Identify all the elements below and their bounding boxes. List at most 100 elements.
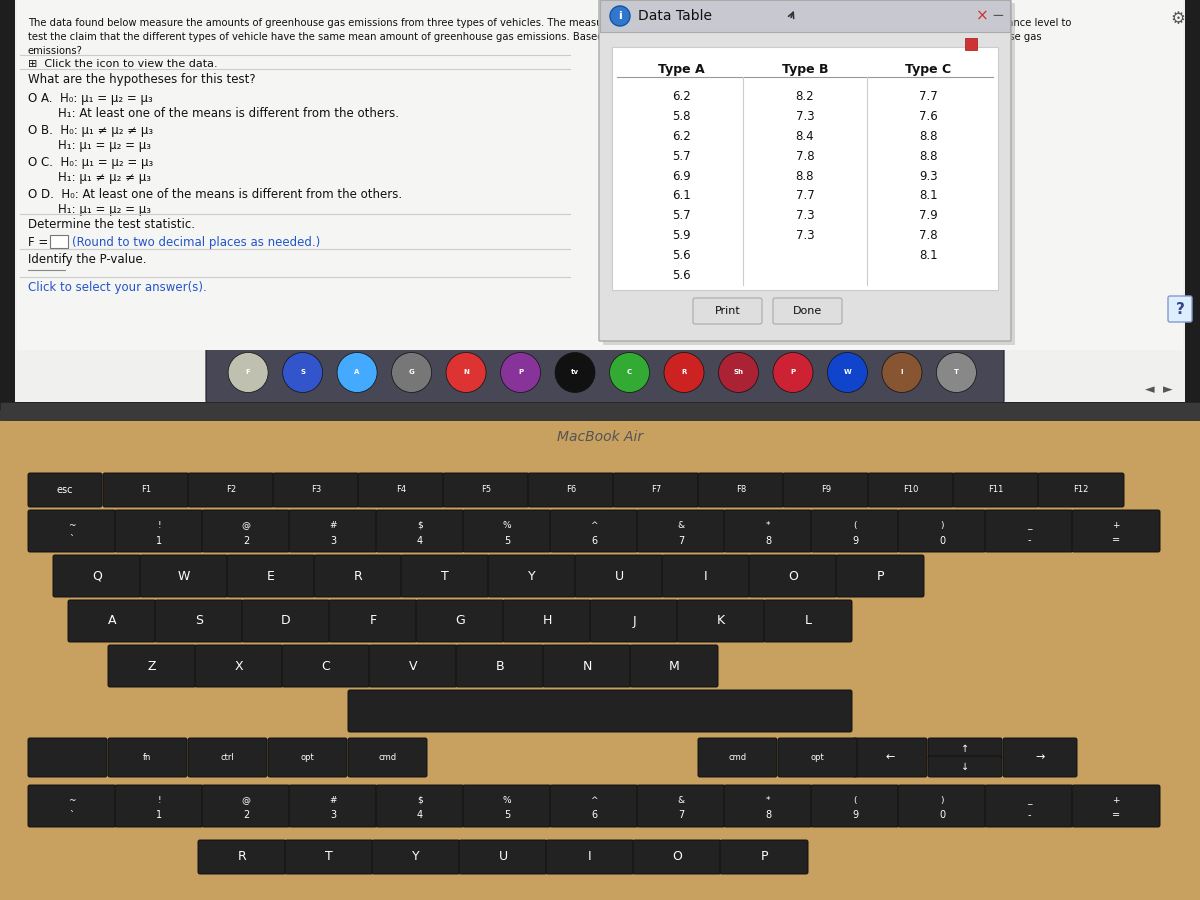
Text: $: $ [418,521,422,530]
Text: 4: 4 [416,536,424,545]
Text: &: & [678,796,684,805]
Text: =: = [1112,536,1120,545]
FancyBboxPatch shape [634,840,721,874]
Text: T: T [954,370,959,375]
Circle shape [556,353,595,392]
FancyBboxPatch shape [575,555,662,597]
Text: P: P [761,850,768,863]
Circle shape [500,353,540,392]
Text: ↓: ↓ [961,761,970,771]
FancyBboxPatch shape [604,3,1015,345]
FancyBboxPatch shape [443,473,529,507]
FancyBboxPatch shape [630,645,718,687]
Text: cmd: cmd [378,753,396,762]
FancyBboxPatch shape [853,738,928,777]
FancyBboxPatch shape [724,510,812,552]
FancyBboxPatch shape [928,738,1002,759]
Text: H: H [542,615,552,627]
FancyBboxPatch shape [811,510,899,552]
Circle shape [228,353,268,392]
Text: Z: Z [148,660,156,672]
FancyBboxPatch shape [53,555,142,597]
FancyBboxPatch shape [28,510,116,552]
Text: 5: 5 [504,811,510,821]
FancyBboxPatch shape [140,555,228,597]
FancyBboxPatch shape [550,785,638,827]
Text: S: S [194,615,203,627]
Text: 7.3: 7.3 [796,110,815,123]
Text: $: $ [418,796,422,805]
Text: F1: F1 [140,485,151,494]
FancyBboxPatch shape [456,645,544,687]
FancyBboxPatch shape [28,473,102,507]
Text: Type C: Type C [906,62,952,76]
Text: !: ! [157,796,161,805]
Text: J: J [632,615,636,627]
Text: *: * [766,796,770,805]
Text: 9.3: 9.3 [919,169,938,183]
Text: A: A [354,370,360,375]
Circle shape [664,353,704,392]
FancyBboxPatch shape [289,785,377,827]
Text: Identify the P-value.: Identify the P-value. [28,253,146,266]
Text: ◄: ◄ [1145,383,1154,397]
Text: Type B: Type B [781,62,828,76]
Text: −: − [991,8,1004,23]
Text: 3: 3 [330,536,336,545]
Text: ^: ^ [590,796,598,805]
FancyBboxPatch shape [202,510,290,552]
Text: 5.7: 5.7 [672,209,691,222]
Text: Determine the test statistic.: Determine the test statistic. [28,218,194,231]
Text: Type A: Type A [658,62,704,76]
Text: O C.  H₀: μ₁ = μ₂ = μ₃: O C. H₀: μ₁ = μ₂ = μ₃ [28,156,154,169]
Text: emissions?: emissions? [28,46,83,56]
Text: O D.  H₀: At least one of the means is different from the others.: O D. H₀: At least one of the means is di… [28,188,402,201]
FancyBboxPatch shape [773,298,842,324]
FancyBboxPatch shape [698,473,784,507]
Text: ~: ~ [68,521,76,530]
Text: 5.6: 5.6 [672,248,691,262]
FancyBboxPatch shape [811,785,899,827]
Text: @: @ [241,796,251,805]
FancyBboxPatch shape [778,738,857,777]
Text: 7: 7 [678,811,684,821]
FancyBboxPatch shape [103,473,190,507]
Text: F12: F12 [1073,485,1088,494]
Text: Y: Y [412,850,420,863]
FancyBboxPatch shape [188,473,274,507]
Text: (: ( [853,796,857,805]
Text: U: U [498,850,508,863]
Text: esc: esc [56,485,73,495]
Text: 8: 8 [764,811,772,821]
Text: ►: ► [1163,383,1172,397]
Text: A: A [108,615,116,627]
FancyBboxPatch shape [898,785,986,827]
Circle shape [882,353,922,392]
FancyBboxPatch shape [985,785,1073,827]
Text: 7.3: 7.3 [796,209,815,222]
Text: 1: 1 [156,811,162,821]
Text: H₁: μ₁ = μ₂ = μ₃: H₁: μ₁ = μ₂ = μ₃ [28,139,151,152]
Text: ↑: ↑ [961,743,970,753]
FancyBboxPatch shape [202,785,290,827]
Circle shape [391,353,432,392]
FancyBboxPatch shape [928,756,1002,777]
FancyBboxPatch shape [28,785,116,827]
Text: H₁: μ₁ ≠ μ₂ ≠ μ₃: H₁: μ₁ ≠ μ₂ ≠ μ₃ [28,171,151,184]
FancyBboxPatch shape [372,840,460,874]
Text: 7.7: 7.7 [796,189,815,202]
Text: Q: Q [92,570,102,582]
Text: (: ( [853,521,857,530]
Text: -: - [1027,536,1031,545]
FancyBboxPatch shape [953,473,1039,507]
Text: Data Table: Data Table [638,9,712,23]
FancyBboxPatch shape [188,738,266,777]
Text: 9: 9 [852,811,858,821]
Text: 5.7: 5.7 [672,149,691,163]
FancyBboxPatch shape [358,473,444,507]
Text: opt: opt [301,753,314,762]
Text: `: ` [70,811,74,821]
Text: 5: 5 [504,536,510,545]
Text: F10: F10 [904,485,919,494]
Text: ^: ^ [590,521,598,530]
